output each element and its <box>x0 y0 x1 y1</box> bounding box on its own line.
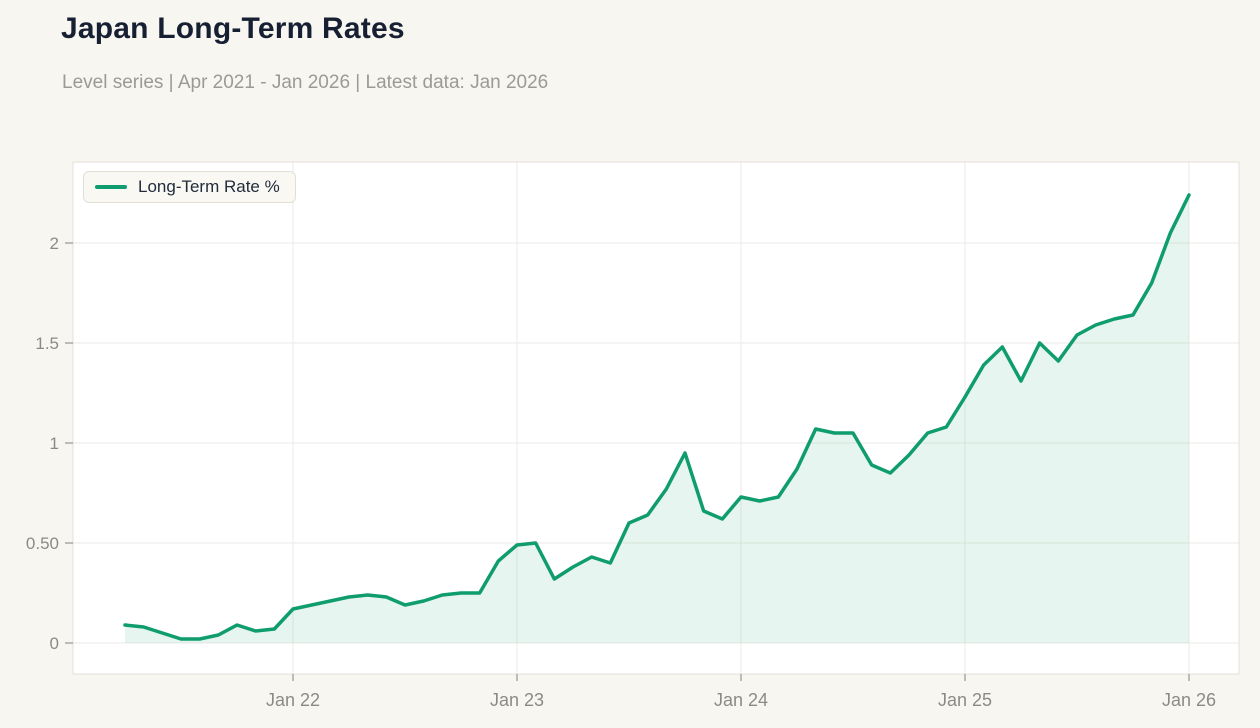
chart-area: 0 0.50 1 1.5 2 Jan 22 Jan 23 Jan 24 Jan 25 Jan 26… <box>0 140 1260 728</box>
plot-background <box>73 162 1239 674</box>
legend-line-swatch <box>95 185 127 189</box>
y-tick-label: 1.5 <box>35 334 59 353</box>
y-tick-label: 0.50 <box>26 534 59 553</box>
page-subtitle: Level series | Apr 2021 - Jan 2026 | Lat… <box>62 72 549 93</box>
x-tick-label: Jan 25 <box>938 690 992 710</box>
y-tick-label: 0 <box>50 634 59 653</box>
rate-line <box>123 193 1191 641</box>
legend: Long-Term Rate % <box>83 171 296 203</box>
y-tick-label: 2 <box>50 234 59 253</box>
plot-border <box>72 161 1240 675</box>
area-fill <box>125 195 1189 643</box>
x-tick-label: Jan 23 <box>490 690 544 710</box>
legend-label: Long-Term Rate % <box>138 177 280 196</box>
x-tick-label: Jan 22 <box>266 690 320 710</box>
x-tick-label: Jan 26 <box>1162 690 1216 710</box>
y-tick-label: 1 <box>50 434 59 453</box>
x-tick-label: Jan 24 <box>714 690 768 710</box>
line-chart: 0 0.50 1 1.5 2 Jan 22 Jan 23 Jan 24 Jan 25 Jan 26 <box>26 161 1240 710</box>
page-title: Japan Long-Term Rates <box>61 12 405 45</box>
chart-header: Japan Long-Term Rates Level series | Apr… <box>61 12 1201 94</box>
